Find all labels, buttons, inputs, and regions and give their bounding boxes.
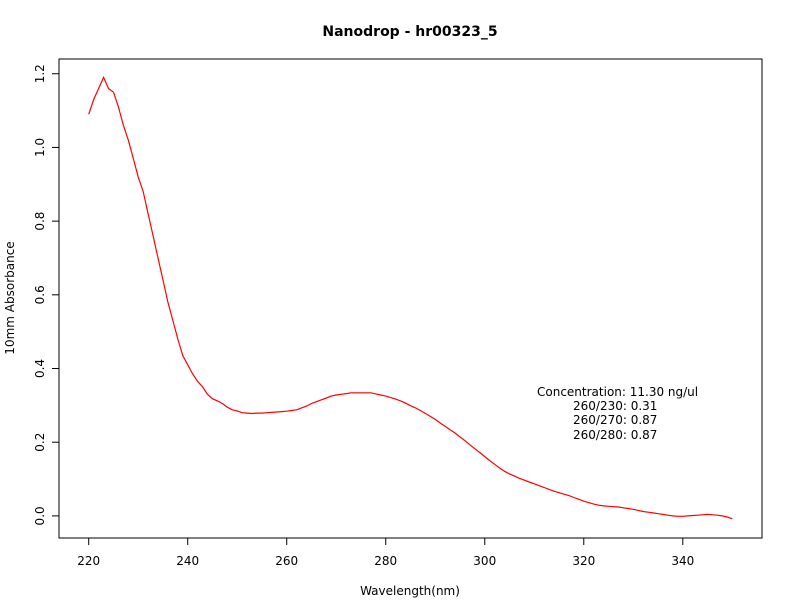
y-tick-label: 0.8 bbox=[33, 212, 47, 231]
annotation-concentration: Concentration: 11.30 ng/ul bbox=[537, 385, 698, 399]
chart-title: Nanodrop - hr00323_5 bbox=[322, 24, 497, 40]
y-tick-label: 0.0 bbox=[33, 506, 47, 525]
y-tick-label: 0.2 bbox=[33, 433, 47, 452]
x-axis-label: Wavelength(nm) bbox=[360, 584, 460, 598]
y-axis: 0.0 0.2 0.4 0.6 0.8 1.0 1.2 bbox=[33, 64, 60, 525]
annotation-ratio-260-230: 260/230: 0.31 bbox=[573, 399, 657, 413]
series-layer bbox=[88, 75, 733, 520]
annotation-ratio-260-280: 260/280: 0.87 bbox=[573, 428, 657, 442]
annotation-ratio-260-270: 260/270: 0.87 bbox=[573, 413, 657, 427]
x-tick-label: 340 bbox=[671, 554, 694, 568]
x-tick-label: 220 bbox=[77, 554, 100, 568]
absorbance-line bbox=[88, 75, 733, 520]
y-tick-label: 0.4 bbox=[33, 359, 47, 378]
x-tick-label: 240 bbox=[176, 554, 199, 568]
y-tick-label: 1.2 bbox=[33, 64, 47, 83]
x-tick-label: 280 bbox=[374, 554, 397, 568]
x-axis: 220 240 260 280 300 320 340 bbox=[77, 537, 694, 568]
x-tick-label: 320 bbox=[572, 554, 595, 568]
x-tick-label: 300 bbox=[473, 554, 496, 568]
plot-area-border bbox=[58, 58, 763, 539]
y-axis-label: 10mm Absorbance bbox=[3, 241, 17, 354]
x-tick-label: 260 bbox=[275, 554, 298, 568]
y-tick-label: 1.0 bbox=[33, 138, 47, 157]
stats-annotation: Concentration: 11.30 ng/ul 260/230: 0.31… bbox=[537, 385, 698, 442]
y-tick-label: 0.6 bbox=[33, 285, 47, 304]
